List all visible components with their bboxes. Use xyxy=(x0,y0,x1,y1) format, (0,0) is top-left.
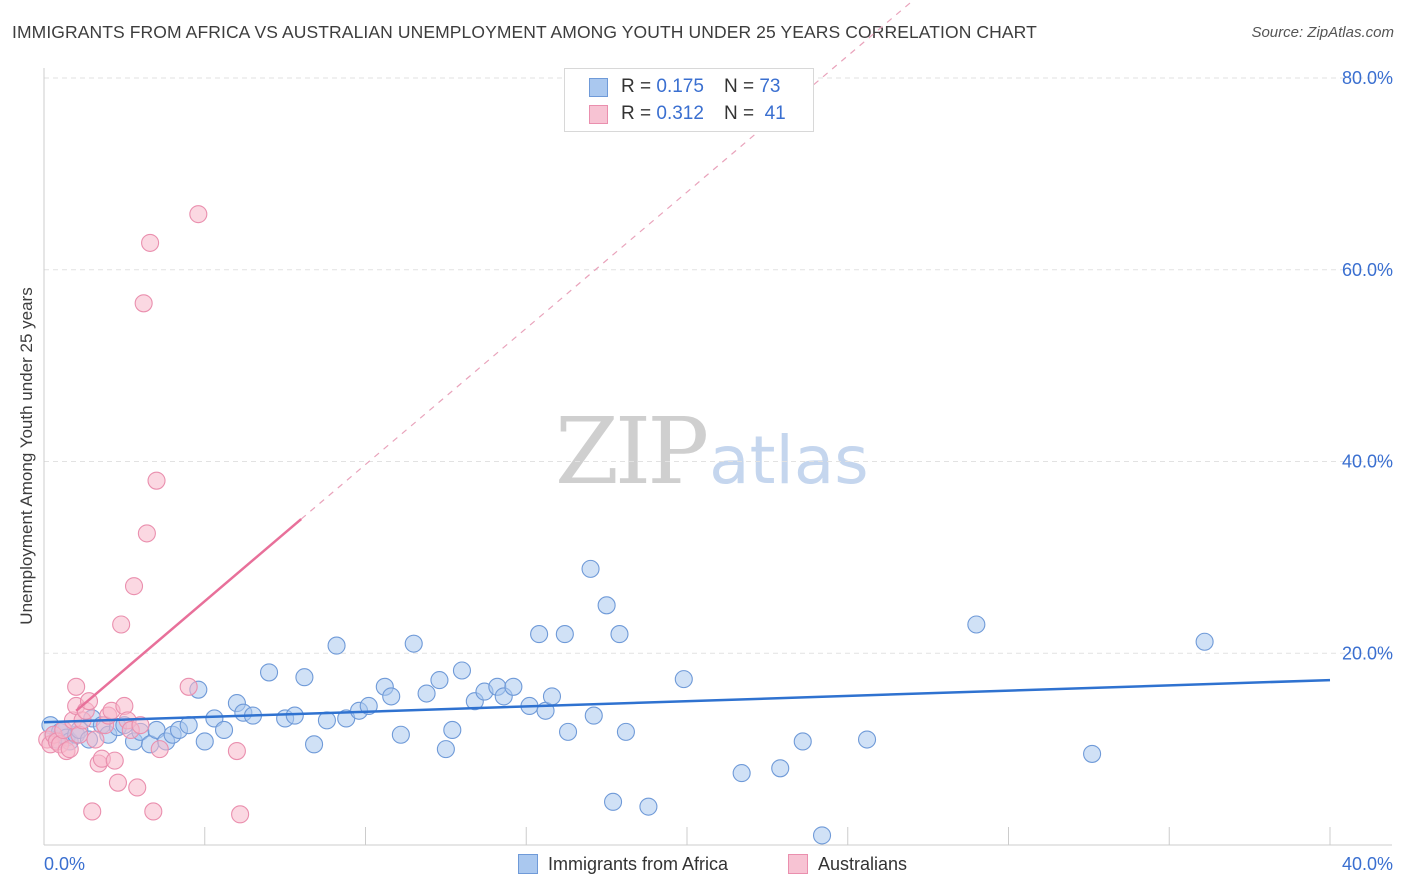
point-africa xyxy=(732,764,751,783)
point-africa xyxy=(327,636,346,655)
source-credit: Source: ZipAtlas.com xyxy=(1251,24,1394,41)
point-africa xyxy=(195,732,214,751)
point-australians xyxy=(134,294,153,313)
x-tick-label: 0.0% xyxy=(44,854,85,874)
watermark: ZIPatlas xyxy=(555,398,869,505)
y-tick-label: 40.0% xyxy=(1342,452,1393,472)
point-africa xyxy=(530,625,549,644)
point-africa xyxy=(604,792,623,811)
watermark-zip: ZIP xyxy=(555,398,709,505)
legend-n-value-africa: 73 xyxy=(759,76,781,97)
y-axis-label: Unemployment Among Youth under 25 years xyxy=(17,287,36,625)
point-australians xyxy=(137,524,156,543)
point-australians xyxy=(189,205,208,224)
point-africa xyxy=(558,722,578,741)
point-australians xyxy=(60,740,79,759)
point-africa xyxy=(179,716,198,735)
point-australians xyxy=(67,677,86,696)
bottom-legend-australians: Australians xyxy=(788,852,907,876)
point-africa xyxy=(504,677,523,696)
point-africa xyxy=(812,826,832,845)
chart-title: IMMIGRANTS FROM AFRICA VS AUSTRALIAN UNE… xyxy=(12,22,1037,42)
legend-swatch-australians xyxy=(589,104,608,124)
point-australians xyxy=(105,751,124,770)
correlation-legend: R = 0.175 N = 73 R = 0.312 N = 41 xyxy=(564,68,814,132)
trendline-australians xyxy=(75,518,303,712)
point-australians xyxy=(108,773,127,792)
point-australians xyxy=(112,615,131,634)
legend-n-label-australians: N = xyxy=(723,103,755,124)
point-africa xyxy=(285,706,304,725)
point-australians xyxy=(86,730,105,749)
point-africa xyxy=(771,759,790,778)
legend-r-label-australians: R = xyxy=(621,103,652,124)
point-africa xyxy=(452,661,472,680)
legend-row-africa: R = 0.175 N = 73 xyxy=(589,74,780,100)
point-africa xyxy=(857,730,877,749)
legend-r-value-africa: 0.175 xyxy=(656,76,704,97)
point-australians xyxy=(144,802,163,821)
point-africa xyxy=(597,596,616,615)
point-africa xyxy=(443,720,462,740)
point-africa xyxy=(359,696,378,716)
legend-row-australians: R = 0.312 N = 41 xyxy=(589,101,786,127)
point-africa xyxy=(584,706,603,725)
bottom-legend-swatch-australians xyxy=(788,854,808,874)
point-africa xyxy=(581,559,600,578)
point-africa xyxy=(616,722,635,741)
point-africa xyxy=(674,670,693,689)
point-africa xyxy=(1083,744,1102,763)
point-australians xyxy=(147,471,166,490)
point-africa xyxy=(417,684,436,703)
bottom-legend-label-africa: Immigrants from Africa xyxy=(548,853,729,874)
point-australians xyxy=(124,577,144,596)
legend-n-value-australians: 41 xyxy=(764,103,786,124)
point-africa xyxy=(542,687,562,706)
point-australians xyxy=(179,677,198,696)
point-africa xyxy=(610,625,629,644)
point-africa xyxy=(555,625,574,644)
point-australians xyxy=(128,778,147,797)
trendline-australians-dashed xyxy=(300,0,913,520)
point-africa xyxy=(430,671,449,690)
point-africa xyxy=(967,615,986,634)
bottom-legend-swatch-africa xyxy=(518,854,538,874)
legend-r-label-africa: R = xyxy=(621,76,652,97)
x-tick-label: 40.0% xyxy=(1342,854,1393,874)
point-africa xyxy=(793,732,812,751)
point-africa xyxy=(214,720,234,740)
point-africa xyxy=(436,740,455,759)
point-africa xyxy=(639,797,658,816)
legend-r-value-australians: 0.312 xyxy=(656,103,704,124)
point-australians xyxy=(227,741,246,761)
bottom-legend-label-australians: Australians xyxy=(818,853,908,874)
point-australians xyxy=(83,802,102,821)
y-tick-label: 80.0% xyxy=(1342,68,1393,88)
bottom-legend-africa: Immigrants from Africa xyxy=(518,852,728,876)
point-africa xyxy=(259,663,279,682)
point-africa xyxy=(404,634,423,653)
watermark-atlas: atlas xyxy=(709,422,869,499)
legend-n-label-africa: N = xyxy=(723,76,755,97)
point-africa xyxy=(305,735,324,754)
point-africa xyxy=(391,725,410,744)
point-africa xyxy=(382,687,401,706)
point-africa xyxy=(295,668,314,687)
point-australians xyxy=(231,805,250,824)
y-tick-label: 20.0% xyxy=(1342,643,1393,663)
point-australians xyxy=(150,740,169,759)
trendline-africa xyxy=(43,678,1331,724)
point-africa xyxy=(1195,632,1214,651)
y-tick-label: 60.0% xyxy=(1342,260,1393,280)
point-australians xyxy=(141,233,160,252)
point-australians xyxy=(131,716,150,735)
legend-swatch-africa xyxy=(589,77,608,97)
